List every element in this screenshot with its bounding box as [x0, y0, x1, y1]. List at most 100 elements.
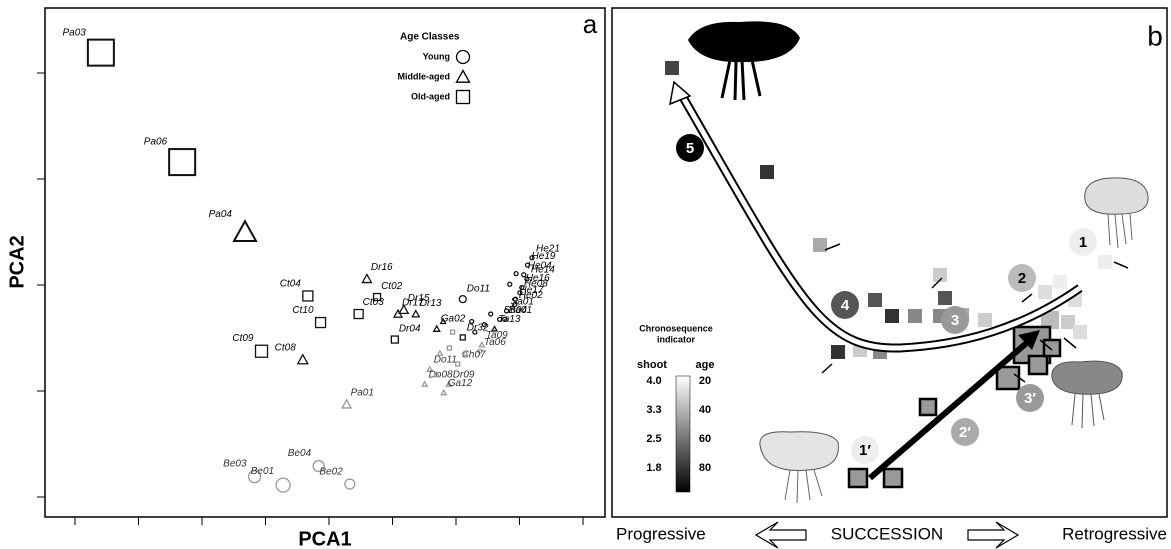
- stage-label: 3: [951, 312, 959, 329]
- colorbar-tick-label: 60: [699, 433, 711, 445]
- point: [169, 149, 195, 175]
- plot-square: [1053, 275, 1067, 289]
- axis-left: Progressive: [616, 524, 706, 543]
- stage-label: 1′: [859, 442, 871, 459]
- colorbar-tick-label: 4.0: [646, 375, 661, 387]
- point: [456, 362, 460, 366]
- y-axis-label: PCA2: [6, 235, 28, 288]
- point-label: Ct10: [292, 305, 314, 316]
- point: [391, 336, 398, 343]
- point-label: Ct03: [363, 297, 385, 308]
- colorbar-tick-label: 40: [699, 404, 711, 416]
- colorbar-tick-label: 3.3: [646, 404, 661, 416]
- point-label: Dr13: [420, 298, 442, 309]
- point-label: Be03: [223, 458, 247, 469]
- plot-square: [920, 399, 936, 415]
- panel-letter: a: [583, 9, 598, 39]
- point-label: Do11: [467, 283, 490, 294]
- plot-square: [885, 309, 899, 323]
- colorbar-label: age: [696, 359, 715, 371]
- plot-square: [831, 345, 845, 359]
- point: [362, 274, 371, 282]
- stage-label: 4: [841, 297, 850, 314]
- plot-square: [1044, 340, 1060, 356]
- stage-label: 2′: [959, 424, 971, 441]
- point-label: Be02: [319, 467, 343, 478]
- point-label: Ct09: [232, 333, 254, 344]
- legend-title: Age Classes: [400, 32, 460, 43]
- point: [434, 326, 440, 331]
- plot-square: [1029, 356, 1047, 374]
- colorbar-tick-label: 20: [699, 375, 711, 387]
- stage-label: 1: [1079, 234, 1087, 251]
- page: {"chart_data": {"type": "scatter", "pane…: [0, 0, 1171, 549]
- point-label: Ta13: [499, 314, 521, 325]
- plot-square: [978, 313, 992, 327]
- plot-square: [1038, 285, 1052, 299]
- point-label: Pa04: [209, 209, 233, 220]
- point: [508, 282, 512, 286]
- point: [345, 479, 355, 489]
- point-label: Ct04: [280, 279, 302, 290]
- point: [460, 335, 465, 340]
- plot-square: [849, 469, 867, 487]
- point-label: Be04: [288, 448, 312, 459]
- point-label: Pa03: [63, 27, 87, 38]
- point: [298, 355, 308, 364]
- plot-square: [868, 293, 882, 307]
- succession-path: [680, 92, 1080, 348]
- point: [441, 390, 446, 395]
- point-label: Ct08: [275, 342, 297, 353]
- stage-label: 2: [1018, 270, 1026, 287]
- plot-square: [1073, 325, 1087, 339]
- point: [451, 330, 455, 334]
- point: [234, 221, 256, 241]
- colorbar-tick-label: 2.5: [646, 433, 661, 445]
- x-axis-label: PCA1: [298, 528, 351, 549]
- point: [88, 40, 114, 66]
- plot-square: [938, 291, 952, 305]
- colorbar-title: Chronosequence: [639, 323, 713, 333]
- point-label: Ta06: [484, 337, 506, 348]
- point: [276, 478, 290, 492]
- plot-square: [1061, 315, 1075, 329]
- legend-marker: [457, 71, 470, 83]
- point: [342, 400, 351, 408]
- plot-square: [665, 61, 679, 75]
- point-label: Pa01: [351, 388, 374, 399]
- point: [489, 312, 493, 316]
- legend-label: Young: [423, 51, 450, 61]
- point-label: Dr16: [371, 262, 393, 273]
- point: [316, 318, 326, 328]
- plot-square: [760, 165, 774, 179]
- stage-label: 5: [686, 140, 694, 157]
- panel-letter: b: [1147, 20, 1163, 51]
- point: [412, 311, 419, 317]
- plot-square: [908, 309, 922, 323]
- axis-right: Retrogressive: [1062, 524, 1167, 543]
- figure: a PCA1 PCA2 Age Classes YoungMiddle-aged…: [0, 0, 1171, 549]
- stage-markers: 5 4 3 2 1 1′ 2′ 3′: [676, 134, 1097, 464]
- stage-label: 3′: [1024, 390, 1036, 407]
- legend-label: Old-aged: [411, 91, 450, 101]
- point-label: Pa06: [144, 137, 168, 148]
- point: [514, 272, 518, 276]
- legend-marker: [457, 91, 470, 104]
- point-label: Do11: [434, 354, 457, 365]
- point: [422, 382, 427, 387]
- colorbar-tick-label: 80: [699, 462, 711, 474]
- plot-square: [1098, 255, 1112, 269]
- tree-icon: [1052, 361, 1122, 428]
- plot-square: [997, 367, 1019, 389]
- tree-icon: [760, 432, 839, 503]
- plot-square: [813, 238, 827, 252]
- plot-frame: [45, 8, 605, 517]
- point: [256, 345, 268, 357]
- point: [459, 296, 466, 303]
- colorbar-tick-label: 1.8: [646, 462, 661, 474]
- diagram-frame: [612, 8, 1167, 517]
- point: [447, 346, 451, 350]
- arrow: [870, 340, 1030, 478]
